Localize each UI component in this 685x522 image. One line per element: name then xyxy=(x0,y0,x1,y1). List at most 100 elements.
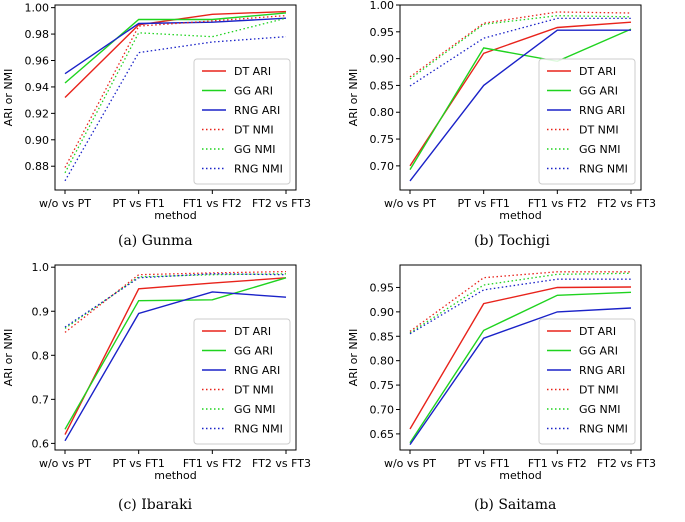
x-tick-label: w/o vs PT xyxy=(384,197,436,210)
legend-label: RNG ARI xyxy=(234,104,280,117)
caption-saitama: (b) Saitama xyxy=(474,497,557,513)
legend: DT ARI GG ARI RNG ARI DT NMI GG NMI RNG NMI xyxy=(538,318,636,445)
legend-label: DT ARI xyxy=(579,65,616,78)
series-line-rng-nmi xyxy=(409,278,631,335)
y-axis-label: ARI or NMI xyxy=(347,329,360,387)
y-tick-label: 0.6 xyxy=(32,437,50,450)
x-tick-label: FT1 vs FT2 xyxy=(183,197,242,210)
series-line-rng-nmi xyxy=(64,273,287,328)
chart-tochigi: 0.70 0.75 0.80 0.85 0.90 0.95 1.00 w/o vs PT PT … xyxy=(347,0,656,222)
chart-gunma: 0.88 0.90 0.92 0.94 0.96 0.98 1.00 w/o vs PT PT … xyxy=(2,2,311,222)
legend: DT ARI GG ARI RNG ARI DT NMI GG NMI RNG NMI xyxy=(193,318,291,445)
y-tick-label: 1.00 xyxy=(25,2,50,15)
y-tick-label: 0.92 xyxy=(25,107,50,120)
legend-label: RNG NMI xyxy=(234,163,283,176)
x-tick-label: PT vs FT1 xyxy=(112,197,164,210)
x-axis-label: method xyxy=(154,469,196,482)
x-tick-label: FT2 vs FT3 xyxy=(252,457,311,470)
legend-label: RNG ARI xyxy=(234,364,280,377)
series-line-dt-ari xyxy=(64,277,287,435)
series-line-rng-nmi xyxy=(64,36,287,182)
legend-label: RNG NMI xyxy=(579,163,628,176)
legend-label: DT ARI xyxy=(579,325,616,338)
x-tick-label: FT1 vs FT2 xyxy=(183,457,242,470)
legend-label: DT NMI xyxy=(579,384,619,397)
y-tick-label: 0.90 xyxy=(370,53,395,66)
x-tick-label: w/o vs PT xyxy=(39,457,91,470)
series-line-gg-ari xyxy=(64,12,287,84)
series-line-rng-nmi xyxy=(409,17,631,87)
series-line-dt-nmi xyxy=(409,11,632,78)
legend-label: GG NMI xyxy=(579,403,621,416)
y-axis-label: ARI or NMI xyxy=(347,69,360,127)
legend-label: GG ARI xyxy=(579,345,618,358)
plot-frame xyxy=(399,264,642,451)
x-tick-label: FT2 vs FT3 xyxy=(252,197,311,210)
y-tick-label: 0.85 xyxy=(370,330,395,343)
series-line-gg-ari xyxy=(409,28,632,170)
legend-label: GG ARI xyxy=(579,85,618,98)
x-tick-label: FT2 vs FT3 xyxy=(597,197,656,210)
legend-label: GG ARI xyxy=(234,345,273,358)
x-axis-label: method xyxy=(499,209,541,222)
x-tick-label: w/o vs PT xyxy=(384,457,436,470)
chart-ibaraki: 0.6 0.7 0.8 0.9 1.0 w/o vs PT PT vs FT1 FT1 vs … xyxy=(2,261,311,482)
series-line-gg-nmi xyxy=(409,15,632,80)
y-tick-label: 0.75 xyxy=(370,379,395,392)
legend-label: GG NMI xyxy=(234,403,276,416)
legend: DT ARI GG ARI RNG ARI DT NMI GG NMI RNG NMI xyxy=(538,58,636,185)
y-tick-label: 0.95 xyxy=(370,281,395,294)
x-tick-label: w/o vs PT xyxy=(39,197,91,210)
series-line-dt-nmi xyxy=(409,271,631,332)
x-axis-label: method xyxy=(499,469,541,482)
x-tick-label: FT1 vs FT2 xyxy=(528,457,587,470)
y-tick-label: 0.80 xyxy=(370,106,395,119)
legend-label: GG NMI xyxy=(579,143,621,156)
series-line-gg-nmi xyxy=(409,272,632,334)
legend-label: GG NMI xyxy=(234,143,276,156)
series-line-dt-nmi xyxy=(64,14,287,168)
chart-saitama: 0.65 0.70 0.75 0.80 0.85 0.90 0.95 w/o vs PT PT … xyxy=(347,264,656,482)
series-line-dt-ari xyxy=(409,286,632,430)
legend-label: DT ARI xyxy=(234,325,271,338)
y-tick-label: 0.85 xyxy=(370,79,395,92)
series-line-rng-ari xyxy=(409,307,632,445)
y-tick-label: 0.90 xyxy=(25,134,50,147)
legend-label: DT NMI xyxy=(234,124,274,137)
y-tick-label: 0.96 xyxy=(25,55,50,68)
legend-label: DT ARI xyxy=(234,65,271,78)
plot-frame xyxy=(399,4,642,191)
y-tick-label: 0.8 xyxy=(32,349,50,362)
x-tick-label: FT2 vs FT3 xyxy=(597,457,656,470)
plot-frame xyxy=(54,264,297,451)
series-line-rng-ari xyxy=(409,29,631,182)
y-tick-label: 1.0 xyxy=(32,261,50,274)
y-tick-label: 0.80 xyxy=(370,355,395,368)
y-tick-label: 0.7 xyxy=(32,393,50,406)
y-tick-label: 0.65 xyxy=(370,428,395,441)
caption-ibaraki: (c) Ibaraki xyxy=(118,497,193,513)
x-tick-label: FT1 vs FT2 xyxy=(528,197,587,210)
y-tick-label: 0.9 xyxy=(32,305,50,318)
legend-label: DT NMI xyxy=(234,384,274,397)
y-tick-label: 0.98 xyxy=(25,28,50,41)
series-line-gg-ari xyxy=(409,291,632,444)
x-axis-label: method xyxy=(154,209,196,222)
x-tick-label: PT vs FT1 xyxy=(457,197,509,210)
x-tick-label: PT vs FT1 xyxy=(112,457,164,470)
y-axis-label: ARI or NMI xyxy=(2,69,15,127)
series-line-rng-ari xyxy=(64,291,287,442)
y-axis-label: ARI or NMI xyxy=(2,329,15,387)
series-line-gg-ari xyxy=(64,277,287,430)
legend: DT ARI GG ARI RNG ARI DT NMI GG NMI RNG NMI xyxy=(193,58,291,185)
series-line-dt-nmi xyxy=(64,270,287,333)
y-tick-label: 0.70 xyxy=(370,403,395,416)
y-tick-label: 0.88 xyxy=(25,160,50,173)
legend-label: RNG NMI xyxy=(234,423,283,436)
legend-label: DT NMI xyxy=(579,124,619,137)
y-tick-label: 1.00 xyxy=(370,0,395,12)
legend-label: GG ARI xyxy=(234,85,273,98)
legend-label: RNG NMI xyxy=(579,423,628,436)
y-tick-label: 0.75 xyxy=(370,133,395,146)
legend-label: RNG ARI xyxy=(579,364,625,377)
